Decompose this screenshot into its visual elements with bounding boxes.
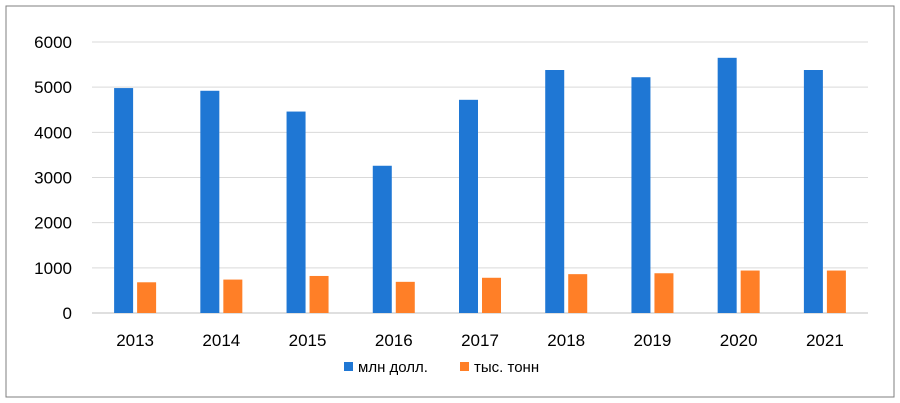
bar-series-1-2021 [803,70,823,314]
x-tick-label: 2018 [547,331,585,350]
y-axis-ticks: 0 1000 2000 3000 4000 5000 6000 [34,33,72,323]
bar-series-1-2017 [459,99,478,314]
legend-swatch-1 [344,362,353,371]
x-tick-label: 2021 [806,331,844,350]
legend: млн долл. тыс. тонн [344,359,539,376]
x-axis-ticks: 2013 2014 2015 2016 2017 2018 2019 2020 2021 [116,331,844,350]
legend-label-1: млн долл. [358,359,428,376]
x-tick-label: 2013 [116,331,154,350]
x-tick-label: 2020 [720,331,758,350]
bar-series-1-2015 [286,111,306,313]
bar-series-1-2014 [200,90,220,313]
y-tick-label: 5000 [34,78,72,97]
x-tick-label: 2016 [375,331,413,350]
chart-border [5,5,895,398]
bar-series-2-2019 [654,273,674,313]
legend-swatch-2 [460,362,469,371]
y-tick-label: 1000 [34,259,72,278]
x-tick-label: 2015 [289,331,327,350]
bar-series-2-2020 [740,270,760,313]
bar-series-2-2015 [309,275,329,313]
bar-series-2-2018 [568,274,588,313]
x-tick-label: 2014 [202,331,240,350]
y-tick-label: 2000 [34,214,72,233]
bar-series-2-2016 [395,281,415,313]
x-tick-label: 2017 [461,331,499,350]
bar-series-1-2013 [114,88,134,313]
x-tick-label: 2019 [634,331,672,350]
bar-series-2-2021 [826,270,846,313]
bar-series-1-2020 [717,57,737,313]
gridlines [92,41,868,314]
legend-label-2: тыс. тонн [474,359,539,376]
bars [114,57,846,314]
bar-series-2-2017 [482,277,501,313]
bar-series-2-2014 [223,279,243,313]
bar-series-2-2013 [137,282,157,313]
y-tick-label: 0 [63,304,72,323]
y-tick-label: 4000 [34,123,72,142]
bar-series-1-2016 [372,165,392,313]
y-tick-label: 3000 [34,169,72,188]
y-tick-label: 6000 [34,33,72,52]
bar-series-1-2018 [545,70,565,314]
bar-series-1-2019 [631,77,651,313]
